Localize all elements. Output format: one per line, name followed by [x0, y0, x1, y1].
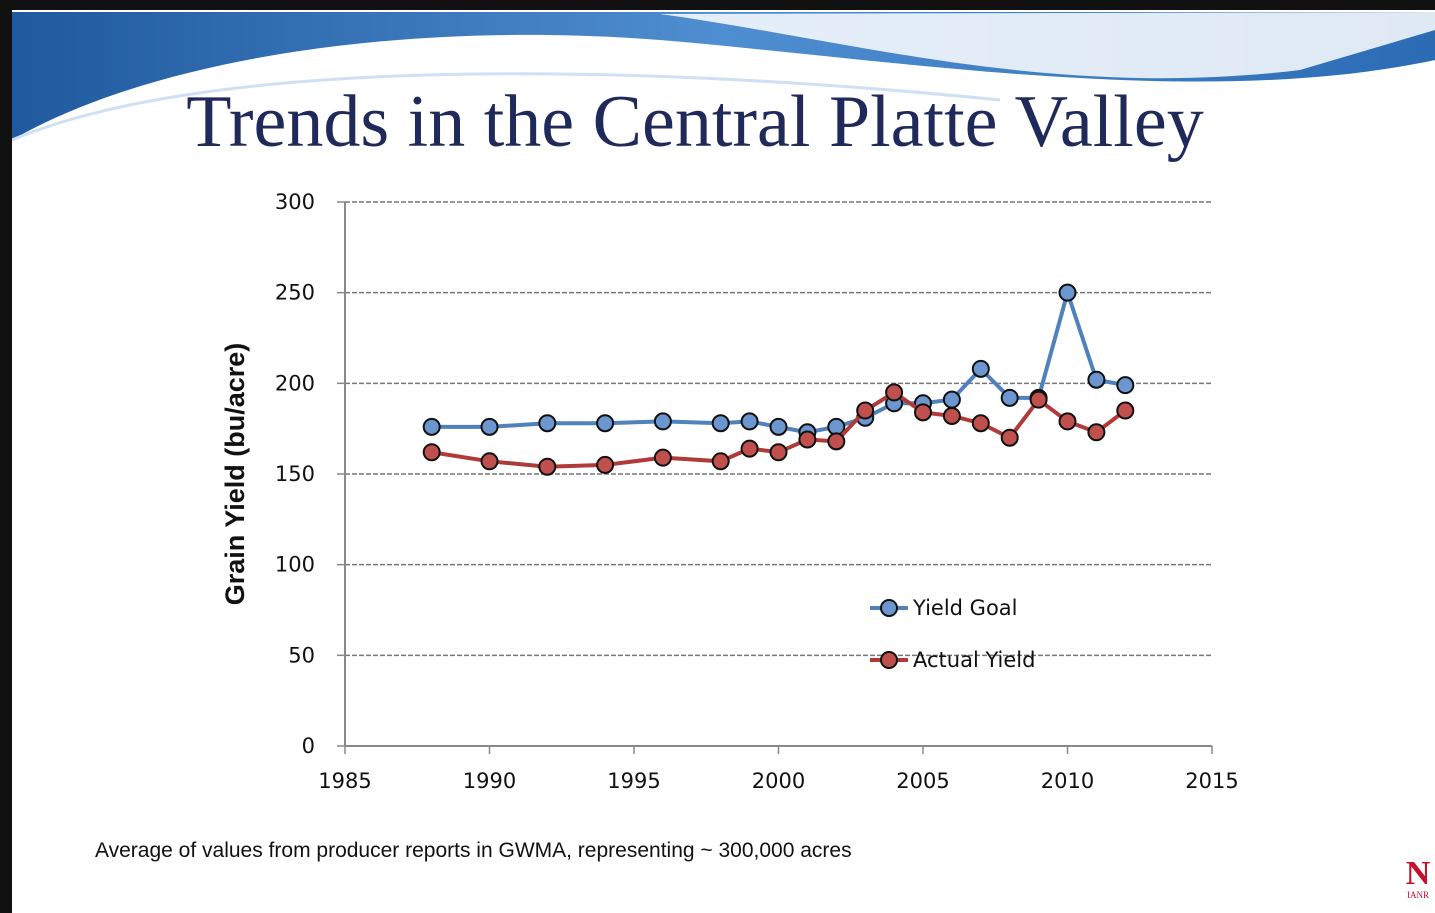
data-point: [1117, 403, 1133, 419]
legend-marker: [881, 652, 897, 668]
y-tick-label: 300: [275, 190, 315, 214]
x-tick-label: 1990: [463, 769, 516, 793]
data-point: [944, 408, 960, 424]
data-point: [482, 453, 498, 469]
data-point: [1088, 372, 1104, 388]
data-point: [597, 415, 613, 431]
data-point: [799, 432, 815, 448]
data-point: [742, 413, 758, 429]
data-point: [1088, 424, 1104, 440]
y-axis-label: Grain Yield (bu/acre): [220, 343, 250, 606]
x-tick-label: 1995: [607, 769, 660, 793]
data-point: [1031, 392, 1047, 408]
data-point: [771, 419, 787, 435]
data-point: [944, 392, 960, 408]
data-point: [424, 419, 440, 435]
border-left: [0, 0, 12, 913]
data-point: [482, 419, 498, 435]
data-point: [742, 441, 758, 457]
data-point: [1060, 413, 1076, 429]
data-point: [771, 444, 787, 460]
data-point: [655, 413, 671, 429]
data-point: [973, 361, 989, 377]
data-point: [539, 459, 555, 475]
y-tick-label: 200: [275, 371, 315, 395]
data-point: [886, 384, 902, 400]
data-point: [713, 453, 729, 469]
y-tick-label: 250: [275, 281, 315, 305]
data-point: [857, 403, 873, 419]
footnote: Average of values from producer reports …: [95, 839, 852, 862]
y-tick-label: 100: [275, 553, 315, 577]
data-point: [1060, 285, 1076, 301]
data-point: [1117, 377, 1133, 393]
data-point: [713, 415, 729, 431]
data-point: [1002, 430, 1018, 446]
logo-mark: N: [1406, 855, 1431, 892]
data-point: [1002, 390, 1018, 406]
data-point: [915, 404, 931, 420]
x-tick-label: 2005: [896, 769, 949, 793]
data-point: [597, 457, 613, 473]
data-point: [424, 444, 440, 460]
x-tick-label: 2010: [1041, 769, 1094, 793]
y-tick-label: 150: [275, 462, 315, 486]
legend-marker: [881, 600, 897, 616]
x-tick-label: 2000: [752, 769, 805, 793]
legend-label: Yield Goal: [912, 596, 1018, 620]
border-top: [0, 0, 1435, 10]
legend-label: Actual Yield: [913, 648, 1035, 672]
slide: Trends in the Central Platte Valley Grai…: [0, 0, 1435, 913]
y-tick-label: 0: [302, 734, 315, 758]
data-point: [539, 415, 555, 431]
y-tick-label: 50: [288, 643, 315, 667]
data-point: [973, 415, 989, 431]
x-tick-label: 1985: [318, 769, 371, 793]
x-tick-label: 2015: [1185, 769, 1238, 793]
data-point: [828, 433, 844, 449]
slide-title: Trends in the Central Platte Valley: [186, 81, 1203, 163]
data-point: [655, 450, 671, 466]
logo-text: IANR: [1407, 890, 1429, 900]
